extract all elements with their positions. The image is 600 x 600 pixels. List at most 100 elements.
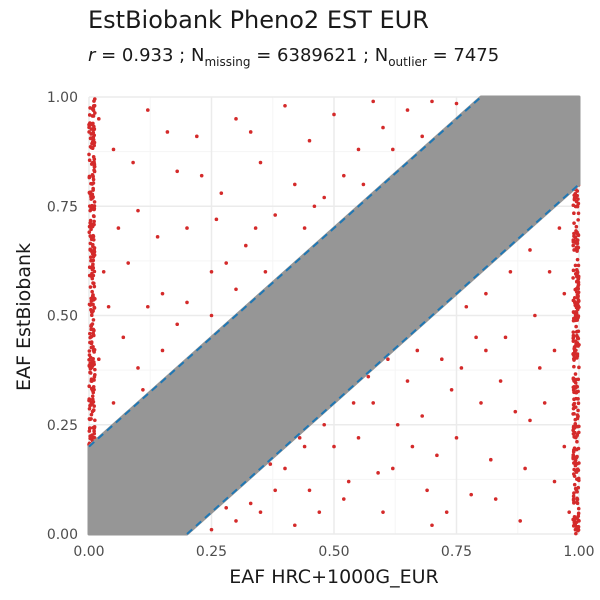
edge-outlier-point bbox=[574, 311, 579, 316]
outlier-point bbox=[302, 226, 307, 230]
outlier-point bbox=[425, 488, 429, 493]
outlier-point bbox=[332, 112, 336, 117]
edge-outlier-point bbox=[576, 211, 581, 216]
outlier-point bbox=[283, 466, 287, 471]
edge-outlier-point bbox=[576, 525, 581, 529]
chart-subtitle: r = 0.933 ; Nmissing = 6389621 ; Noutlie… bbox=[88, 45, 499, 69]
edge-outlier-point bbox=[575, 269, 579, 274]
edge-outlier-point bbox=[91, 155, 96, 159]
outlier-point bbox=[146, 304, 150, 309]
outlier-point bbox=[155, 235, 160, 239]
outlier-point bbox=[420, 134, 425, 139]
edge-outlier-point bbox=[89, 122, 93, 127]
outlier-point bbox=[258, 510, 263, 514]
edge-outlier-point bbox=[87, 190, 92, 195]
outlier-point bbox=[430, 99, 434, 104]
edge-outlier-point bbox=[90, 146, 95, 151]
edge-outlier-point bbox=[92, 246, 97, 250]
edge-outlier-point bbox=[87, 429, 92, 433]
outlier-point bbox=[449, 387, 454, 392]
outlier-point bbox=[322, 422, 327, 427]
edge-outlier-point bbox=[575, 245, 579, 249]
edge-outlier-point bbox=[91, 262, 95, 267]
x-tick-label: 0.50 bbox=[318, 544, 349, 560]
outlier-point bbox=[464, 304, 469, 309]
y-tick-label: 0.00 bbox=[47, 527, 78, 543]
edge-outlier-point bbox=[87, 130, 91, 134]
outlier-point bbox=[533, 313, 537, 318]
edge-outlier-point bbox=[91, 177, 96, 182]
outlier-point bbox=[528, 248, 532, 252]
edge-outlier-point bbox=[90, 289, 94, 294]
edge-outlier-point bbox=[91, 331, 95, 336]
edge-outlier-point bbox=[88, 255, 93, 260]
plot-panel bbox=[87, 95, 581, 536]
edge-outlier-point bbox=[574, 447, 579, 452]
outlier-point bbox=[136, 366, 140, 370]
edge-outlier-point bbox=[571, 318, 576, 323]
agreement-band bbox=[87, 95, 581, 536]
outlier-point bbox=[101, 270, 106, 274]
edge-outlier-point bbox=[89, 127, 94, 131]
edge-outlier-point bbox=[572, 401, 577, 406]
outlier-point bbox=[248, 501, 253, 506]
edge-outlier-point bbox=[88, 436, 92, 441]
edge-outlier-point bbox=[92, 404, 96, 408]
outlier-point bbox=[219, 191, 224, 195]
outlier-point bbox=[395, 422, 400, 427]
outlier-point bbox=[346, 479, 351, 484]
edge-outlier-point bbox=[90, 271, 94, 276]
outlier-point bbox=[557, 226, 562, 230]
outlier-point bbox=[493, 497, 498, 501]
outlier-point bbox=[322, 195, 327, 200]
y-axis-title: EAF EstBiobank bbox=[13, 242, 35, 392]
edge-outlier-point bbox=[577, 461, 581, 465]
edge-outlier-point bbox=[89, 400, 94, 405]
edge-outlier-point bbox=[576, 290, 581, 295]
edge-outlier-point bbox=[576, 401, 581, 405]
edge-outlier-point bbox=[576, 277, 581, 282]
outlier-point bbox=[97, 357, 101, 362]
outlier-point bbox=[552, 348, 557, 353]
edge-outlier-point bbox=[92, 168, 96, 173]
edge-outlier-point bbox=[89, 379, 94, 383]
edge-outlier-point bbox=[88, 241, 93, 246]
x-tick-label: 0.00 bbox=[73, 544, 104, 560]
edge-outlier-point bbox=[89, 206, 93, 210]
edge-outlier-point bbox=[88, 370, 92, 375]
edge-outlier-point bbox=[92, 378, 96, 382]
edge-outlier-point bbox=[88, 248, 93, 252]
edge-outlier-point bbox=[573, 204, 578, 209]
edge-outlier-point bbox=[90, 114, 95, 118]
outlier-point bbox=[454, 101, 459, 106]
outlier-point bbox=[381, 125, 385, 130]
edge-outlier-point bbox=[573, 460, 577, 464]
outlier-point bbox=[224, 505, 228, 510]
edge-outlier-point bbox=[89, 340, 94, 344]
edge-outlier-point bbox=[575, 354, 580, 358]
edge-outlier-point bbox=[87, 230, 92, 235]
edge-outlier-point bbox=[571, 276, 575, 280]
edge-outlier-point bbox=[90, 359, 94, 363]
outlier-point bbox=[454, 436, 459, 440]
edge-outlier-point bbox=[572, 482, 577, 487]
outlier-point bbox=[410, 444, 415, 449]
missing-text: = 6389621 ; N bbox=[250, 45, 389, 66]
outlier-point bbox=[356, 147, 361, 152]
edge-outlier-point bbox=[572, 197, 577, 202]
outlier-point bbox=[440, 357, 444, 362]
r-symbol: r bbox=[88, 45, 96, 66]
edge-outlier-point bbox=[92, 284, 97, 289]
outlier-point bbox=[391, 466, 395, 471]
edge-outlier-point bbox=[92, 160, 96, 165]
edge-outlier-point bbox=[575, 500, 579, 504]
edge-outlier-point bbox=[573, 372, 578, 376]
outlier-point bbox=[562, 291, 567, 296]
outlier-point bbox=[293, 182, 297, 187]
edge-outlier-point bbox=[573, 468, 578, 473]
outlier-point bbox=[165, 130, 170, 134]
outlier-point bbox=[297, 436, 302, 440]
outlier-point bbox=[175, 169, 179, 174]
edge-outlier-point bbox=[572, 491, 576, 495]
edge-outlier-point bbox=[576, 511, 581, 516]
